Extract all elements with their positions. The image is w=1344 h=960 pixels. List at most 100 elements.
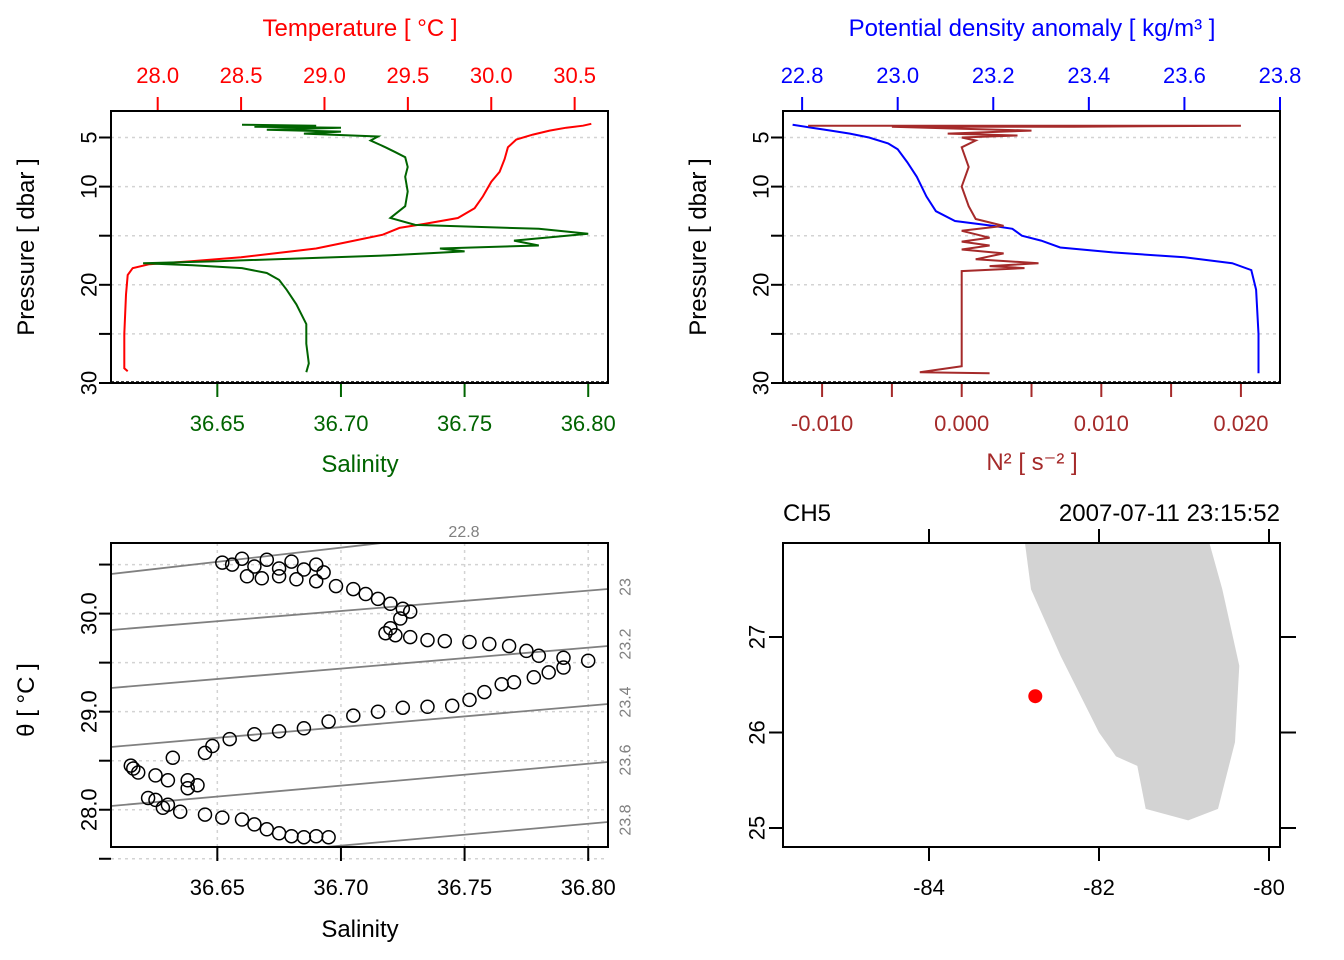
bottom-tick-label: 36.75 bbox=[437, 411, 492, 436]
data-point bbox=[321, 714, 336, 729]
x-tick-label: -80 bbox=[1253, 875, 1285, 900]
data-point bbox=[247, 817, 262, 832]
data-point bbox=[254, 571, 270, 586]
panel-station-map: CH5 2007-07-11 23:15:52 -84 -82 -80 25 26 27 bbox=[745, 500, 1296, 900]
data-point bbox=[402, 604, 418, 619]
data-point bbox=[395, 601, 411, 616]
y-tick-label: 20 bbox=[77, 273, 102, 297]
y-tick-label: 29.0 bbox=[77, 690, 102, 733]
top-tick-label: 23.8 bbox=[1259, 63, 1302, 88]
data-point bbox=[215, 555, 230, 570]
isopycnal-line bbox=[111, 761, 608, 807]
plot-frame bbox=[782, 110, 1281, 384]
data-point bbox=[296, 721, 312, 736]
data-point bbox=[259, 552, 275, 567]
data-point bbox=[197, 807, 213, 822]
y-tick-label: 30.0 bbox=[77, 592, 102, 635]
top-tick-label: 28.0 bbox=[136, 63, 179, 88]
data-point bbox=[165, 750, 181, 766]
data-point bbox=[308, 573, 324, 589]
data-point bbox=[284, 828, 299, 844]
data-point bbox=[126, 761, 141, 776]
data-point bbox=[462, 634, 477, 650]
data-point bbox=[140, 790, 156, 806]
data-point bbox=[402, 629, 418, 645]
bottom-tick-label: 36.65 bbox=[190, 411, 245, 436]
data-point bbox=[284, 554, 299, 569]
axes: 5 10 20 30 28.0 28.5 29.0 29.5 30.0 30.5 36.65 36.7… bbox=[77, 63, 616, 436]
y-tick-label: 5 bbox=[749, 131, 774, 143]
x-tick-label: 36.70 bbox=[313, 875, 368, 900]
data-point bbox=[370, 704, 386, 719]
top-tick-label: 23.6 bbox=[1163, 63, 1206, 88]
data-point bbox=[296, 829, 312, 845]
top-axis-title: Temperature [ °C ] bbox=[263, 15, 458, 42]
data-point bbox=[148, 792, 163, 808]
data-point bbox=[370, 591, 386, 607]
data-point bbox=[526, 670, 542, 685]
top-axis-title: Potential density anomaly [ kg/m³ ] bbox=[849, 15, 1216, 42]
data-point bbox=[531, 648, 547, 664]
isopycnal-label: 23.4 bbox=[618, 686, 635, 717]
y-tick-label: 5 bbox=[77, 131, 102, 143]
isopycnal-label: 23 bbox=[618, 578, 635, 596]
land-polygon bbox=[1025, 543, 1240, 821]
data-point bbox=[393, 611, 408, 626]
data-point bbox=[239, 569, 255, 584]
data-point bbox=[215, 810, 230, 825]
station-marker[interactable] bbox=[1028, 689, 1043, 704]
data-point bbox=[328, 578, 344, 594]
bottom-tick-label: -0.010 bbox=[791, 411, 853, 436]
top-tick-label: 29.5 bbox=[386, 63, 429, 88]
station-timestamp: 2007-07-11 23:15:52 bbox=[1059, 500, 1280, 527]
data-point bbox=[580, 653, 596, 668]
x-tick-label: 36.65 bbox=[190, 875, 245, 900]
isopycnal-label: 23.2 bbox=[618, 628, 635, 659]
isopycnal-label: 23.6 bbox=[618, 744, 635, 775]
data-point bbox=[234, 812, 250, 827]
y-tick-label: 10 bbox=[749, 174, 774, 198]
top-tick-label: 23.2 bbox=[972, 63, 1015, 88]
axes: 5 10 20 30 22.8 23.0 23.2 23.4 23.6 23.8 -0.010 0.0… bbox=[749, 63, 1302, 436]
data-point bbox=[541, 665, 556, 680]
axes: 36.65 36.70 36.75 36.80 28.0 29.0 30.0 bbox=[77, 563, 616, 900]
bottom-tick-label: 36.70 bbox=[313, 411, 368, 436]
data-point bbox=[190, 777, 205, 793]
y-tick-label: 10 bbox=[77, 174, 102, 198]
data-point bbox=[308, 828, 324, 844]
data-point bbox=[259, 822, 275, 837]
data-point bbox=[477, 684, 492, 700]
data-point bbox=[160, 773, 176, 788]
isopycnal-label: 22.8 bbox=[448, 524, 479, 541]
series-group bbox=[792, 123, 1260, 375]
series-line-potential-density-anomaly bbox=[792, 123, 1260, 374]
data-point bbox=[308, 557, 324, 572]
data-point bbox=[519, 643, 534, 659]
map-area bbox=[1025, 543, 1240, 821]
panel-density-profile: Potential density anomaly [ kg/m³ ] N² [… bbox=[685, 15, 1301, 476]
data-point bbox=[296, 562, 312, 577]
top-tick-label: 28.5 bbox=[220, 63, 263, 88]
data-point bbox=[247, 726, 262, 742]
left-axis-title: Pressure [ dbar ] bbox=[685, 158, 712, 335]
top-tick-label: 23.4 bbox=[1067, 63, 1110, 88]
data-point bbox=[289, 572, 304, 587]
isopycnal-lines bbox=[111, 543, 608, 847]
data-point bbox=[271, 724, 287, 739]
x-tick-label: -84 bbox=[913, 875, 945, 900]
data-point bbox=[501, 638, 517, 654]
bottom-tick-label: 0.020 bbox=[1213, 411, 1268, 436]
data-point bbox=[271, 561, 287, 576]
y-tick-label: 25 bbox=[745, 816, 770, 840]
isopycnal-line bbox=[111, 703, 608, 748]
data-point bbox=[494, 676, 509, 692]
x-tick-label: 36.80 bbox=[561, 875, 616, 900]
data-point bbox=[224, 557, 240, 572]
data-point bbox=[462, 692, 477, 708]
data-point bbox=[321, 829, 336, 845]
series-line-temperature bbox=[123, 122, 592, 372]
data-point bbox=[247, 559, 262, 574]
bottom-tick-label: 0.010 bbox=[1074, 411, 1129, 436]
grid bbox=[111, 136, 608, 384]
